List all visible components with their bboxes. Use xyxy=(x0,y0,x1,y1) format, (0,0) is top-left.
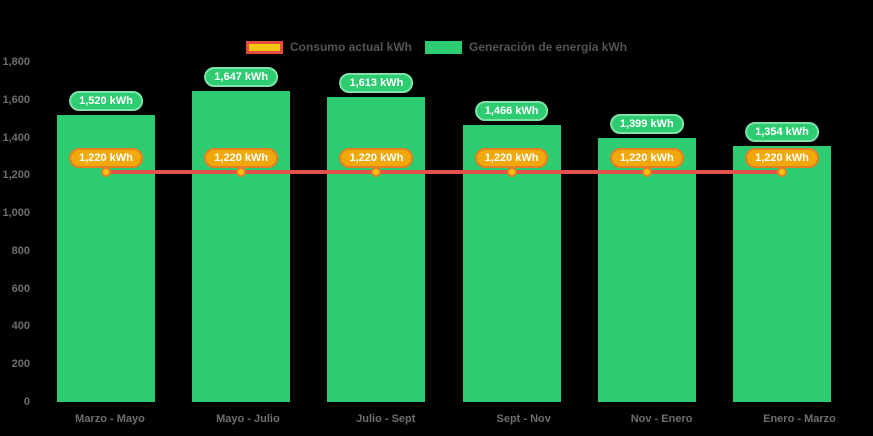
consumption-point-marker[interactable] xyxy=(236,166,247,177)
x-axis-category-label: Sept - Nov xyxy=(496,413,551,425)
consumption-value-badge: 1,220 kWh xyxy=(204,147,279,168)
chart-legend: Consumo actual kWh Generación de energía … xyxy=(0,39,873,55)
generation-bar[interactable] xyxy=(327,97,426,402)
y-axis-tick-label: 1,400 xyxy=(2,131,30,144)
generation-value-badge: 1,613 kWh xyxy=(339,73,414,94)
x-axis-category-label: Mayo - Julio xyxy=(216,413,280,425)
generation-value-badge: 1,520 kWh xyxy=(69,90,143,111)
generation-value-badge: 1,466 kWh xyxy=(474,101,549,122)
y-axis-tick-label: 200 xyxy=(11,358,30,371)
legend-item-consumo[interactable]: Consumo actual kWh xyxy=(245,40,412,54)
consumption-point-marker[interactable] xyxy=(506,166,517,177)
generation-bar[interactable] xyxy=(597,137,696,402)
x-axis-category-label: Nov - Enero xyxy=(630,413,693,425)
consumption-value-badge: 1,220 kWh xyxy=(69,147,143,168)
generation-value-badge: 1,399 kWh xyxy=(609,113,684,134)
generation-value-badge: 1,647 kWh xyxy=(204,66,279,87)
consumption-value-badge: 1,220 kWh xyxy=(339,147,414,168)
generation-bar[interactable] xyxy=(733,146,831,402)
generation-bar[interactable] xyxy=(192,90,291,402)
consumption-point-marker[interactable] xyxy=(371,166,382,177)
consumption-point-marker[interactable] xyxy=(641,166,652,177)
y-axis-tick-label: 600 xyxy=(11,282,30,295)
legend-swatch-generacion xyxy=(424,40,462,54)
x-axis-category-label: Marzo - Mayo xyxy=(75,413,145,425)
consumption-value-badge: 1,220 kWh xyxy=(474,147,549,168)
consumption-line xyxy=(106,169,782,174)
x-axis-category-label: Enero - Marzo xyxy=(763,413,836,425)
legend-label: Consumo actual kWh xyxy=(289,40,412,54)
consumption-point-marker[interactable] xyxy=(101,166,111,177)
y-axis-tick-label: 800 xyxy=(11,244,30,257)
consumption-value-badge: 1,220 kWh xyxy=(609,147,684,168)
y-axis-tick-label: 1,200 xyxy=(2,169,30,182)
legend-swatch-consumo xyxy=(245,40,283,54)
y-axis-tick-label: 1,800 xyxy=(2,56,30,68)
consumption-value-badge: 1,220 kWh xyxy=(745,147,819,168)
y-axis-tick-label: 400 xyxy=(11,320,30,333)
y-axis-tick-label: 1,600 xyxy=(2,93,30,106)
generation-value-badge: 1,354 kWh xyxy=(745,122,819,143)
legend-label: Generación de energía kWh xyxy=(468,40,628,54)
consumption-point-marker[interactable] xyxy=(777,166,787,177)
legend-item-generacion[interactable]: Generación de energía kWh xyxy=(424,40,628,54)
x-axis-category-label: Julio - Sept xyxy=(356,413,416,425)
y-axis-tick-label: 0 xyxy=(23,396,30,408)
y-axis-tick-label: 1,000 xyxy=(2,207,30,220)
